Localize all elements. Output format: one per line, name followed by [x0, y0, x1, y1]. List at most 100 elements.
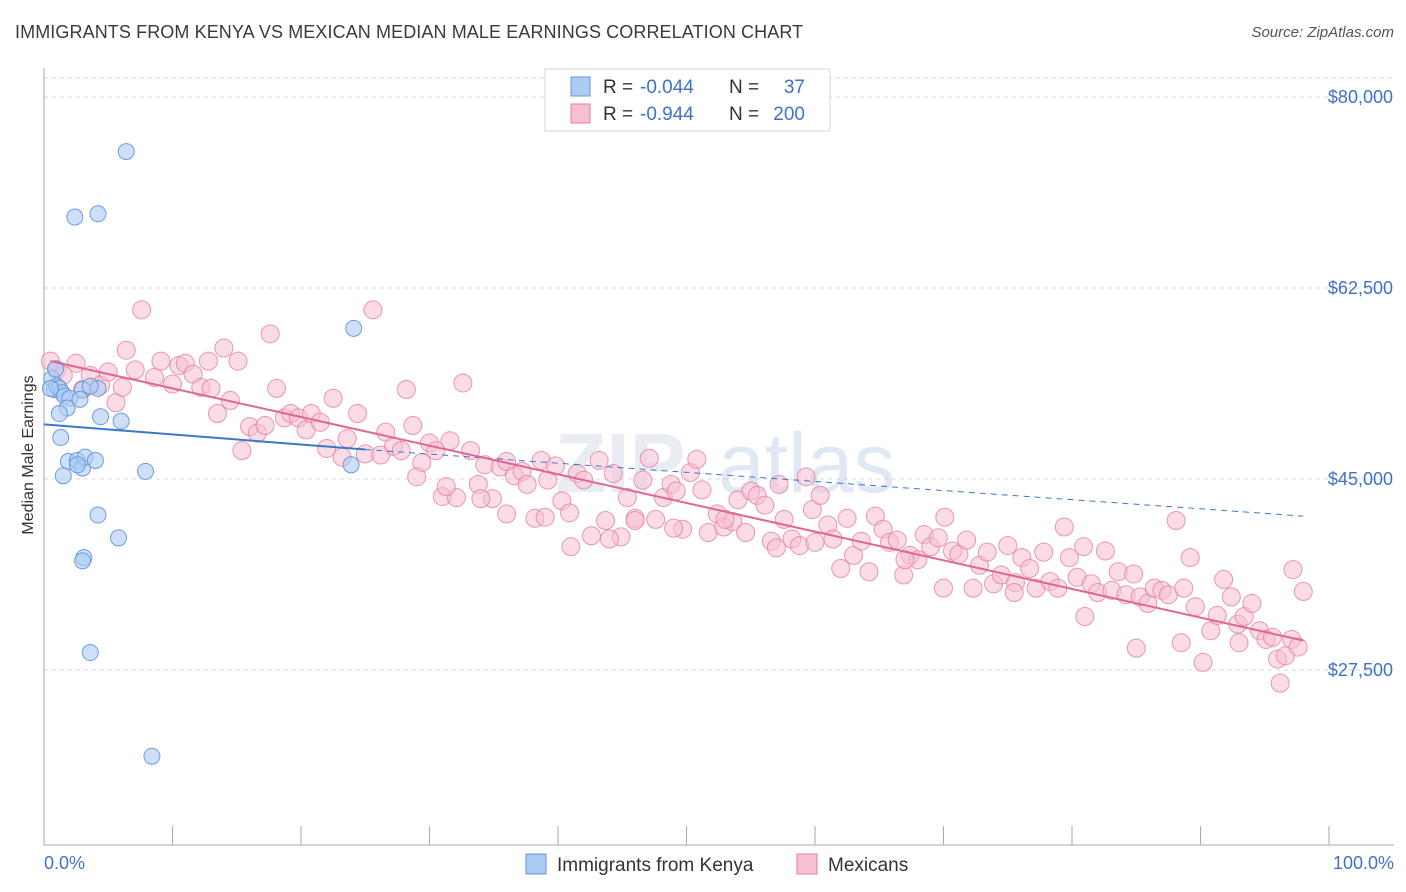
- mexicans-point-190: [715, 509, 735, 529]
- kenya-point-11: [71, 390, 89, 408]
- mexicans-point-188: [805, 532, 825, 552]
- mexicans-point-193: [599, 529, 619, 549]
- mexicans-point-42: [348, 404, 368, 424]
- mexicans-point-10: [116, 340, 136, 360]
- chart-title: IMMIGRANTS FROM KENYA VS MEXICAN MEDIAN …: [15, 22, 804, 42]
- mexicans-point-138: [1020, 558, 1040, 578]
- mexicans-point-185: [1004, 583, 1024, 603]
- kenya-point-35: [143, 747, 161, 765]
- mexicans-point-153: [1124, 564, 1144, 584]
- kenya-point-32: [66, 208, 84, 226]
- legend-n-label-kenya: N =: [729, 77, 759, 98]
- mexicans-point-183: [1270, 673, 1290, 693]
- mexicans-point-23: [214, 338, 234, 358]
- mexicans-point-146: [1074, 537, 1094, 557]
- mexicans-point-182: [1229, 633, 1249, 653]
- x-tick-label-max: 100.0%: [1333, 853, 1394, 873]
- kenya-point-9: [50, 405, 68, 423]
- y-axis-label: Median Male Earnings: [20, 375, 37, 534]
- mexicans-point-76: [589, 450, 609, 470]
- legend-r-label-mexicans: R =: [603, 104, 633, 125]
- x-axis-ticks: [43, 826, 1330, 845]
- mexicans-point-78: [603, 464, 623, 484]
- kenya-point-22: [86, 451, 104, 469]
- mexicans-point-80: [617, 488, 637, 508]
- bottom-legend-swatch-mexicans: [796, 853, 818, 875]
- mexicans-point-111: [831, 558, 851, 578]
- kenya-point-21: [68, 456, 86, 474]
- mexicans-point-3: [66, 353, 86, 373]
- kenya-point-36: [41, 379, 59, 397]
- mexicans-point-184: [1075, 607, 1095, 627]
- mexicans-point-48: [391, 441, 411, 461]
- mexicans-point-167: [1221, 587, 1241, 607]
- bottom-legend-label-kenya: Immigrants from Kenya: [557, 855, 754, 876]
- y-tick-label-80000: $80,000: [1328, 87, 1393, 107]
- mexicans-point-31: [267, 378, 287, 398]
- mexicans-point-26: [232, 441, 252, 461]
- mexicans-point-198: [436, 477, 456, 497]
- mexicans-point-72: [560, 503, 580, 523]
- mexicans-point-180: [1126, 638, 1146, 658]
- mexicans-point-191: [664, 518, 684, 538]
- mexicans-point-189: [766, 538, 786, 558]
- bottom-legend: Immigrants from Kenya Mexicans: [525, 853, 908, 876]
- mexicans-point-115: [859, 562, 879, 582]
- mexicans-point-130: [963, 578, 983, 598]
- mexicans-point-44: [363, 300, 383, 320]
- mexicans-point-140: [1034, 542, 1054, 562]
- mexicans-point-186: [934, 578, 953, 598]
- legend-r-value-mexicans: -0.944: [640, 104, 694, 125]
- source-label: Source: ZipAtlas.com: [1251, 24, 1394, 41]
- mexicans-point-132: [977, 542, 997, 562]
- mexicans-point-199: [407, 467, 427, 487]
- mexicans-point-194: [561, 537, 581, 557]
- mexicans-point-178: [1293, 581, 1313, 601]
- mexicans-point-29: [255, 416, 275, 436]
- kenya-point-29: [74, 552, 92, 570]
- mexicans-point-166: [1214, 569, 1234, 589]
- mexicans-point-197: [471, 489, 491, 509]
- mexicans-point-129: [957, 530, 977, 550]
- mexicans-point-20: [198, 351, 218, 371]
- y-tick-label-45000: $45,000: [1328, 469, 1393, 489]
- mexicans-point-106: [796, 467, 816, 487]
- mexicans-point-77: [596, 510, 616, 530]
- kenya-point-33: [89, 205, 107, 223]
- mexicans-point-22: [207, 404, 227, 424]
- kenya-point-13: [81, 377, 99, 395]
- mexicans-point-108: [810, 485, 830, 505]
- mexicans-point-196: [497, 504, 517, 524]
- mexicans-point-49: [396, 380, 416, 400]
- bottom-legend-swatch-kenya: [525, 853, 547, 875]
- mexicans-point-30: [260, 324, 280, 344]
- legend-r-label-kenya: R =: [603, 77, 633, 98]
- y-tick-label-62500: $62,500: [1328, 278, 1393, 298]
- mexicans-point-14: [151, 351, 171, 371]
- mexicans-point-12: [132, 300, 152, 320]
- kenya-point-34: [117, 143, 135, 161]
- mexicans-point-38: [317, 438, 337, 458]
- kenya-point-4: [47, 360, 65, 378]
- mexicans-point-41: [337, 429, 357, 449]
- x-tick-label-min: 0.0%: [44, 853, 85, 873]
- y-tick-labels: $27,500 $45,000 $62,500 $80,000: [1328, 87, 1393, 680]
- mexicans-point-105: [790, 536, 810, 556]
- mexicans-point-159: [1166, 510, 1186, 530]
- mexicans-point-97: [736, 522, 756, 542]
- mexicans-point-91: [692, 480, 712, 500]
- kenya-point-24: [137, 462, 155, 480]
- mexicans-point-66: [517, 474, 537, 494]
- mexicans-point-179: [1283, 560, 1303, 580]
- mexicans-point-177: [1288, 637, 1308, 657]
- mexicans-point-39: [323, 388, 343, 408]
- mexicans-point-25: [228, 351, 248, 371]
- mexicans-point-102: [769, 474, 789, 494]
- mexicans-point-149: [1095, 541, 1115, 561]
- mexicans-point-82: [633, 470, 653, 490]
- legend-n-value-kenya: 37: [784, 77, 805, 98]
- mexicans-point-161: [1180, 548, 1200, 568]
- mexicans-point-160: [1174, 578, 1194, 598]
- mexicans-point-57: [453, 373, 473, 393]
- kenya-points: [41, 143, 363, 765]
